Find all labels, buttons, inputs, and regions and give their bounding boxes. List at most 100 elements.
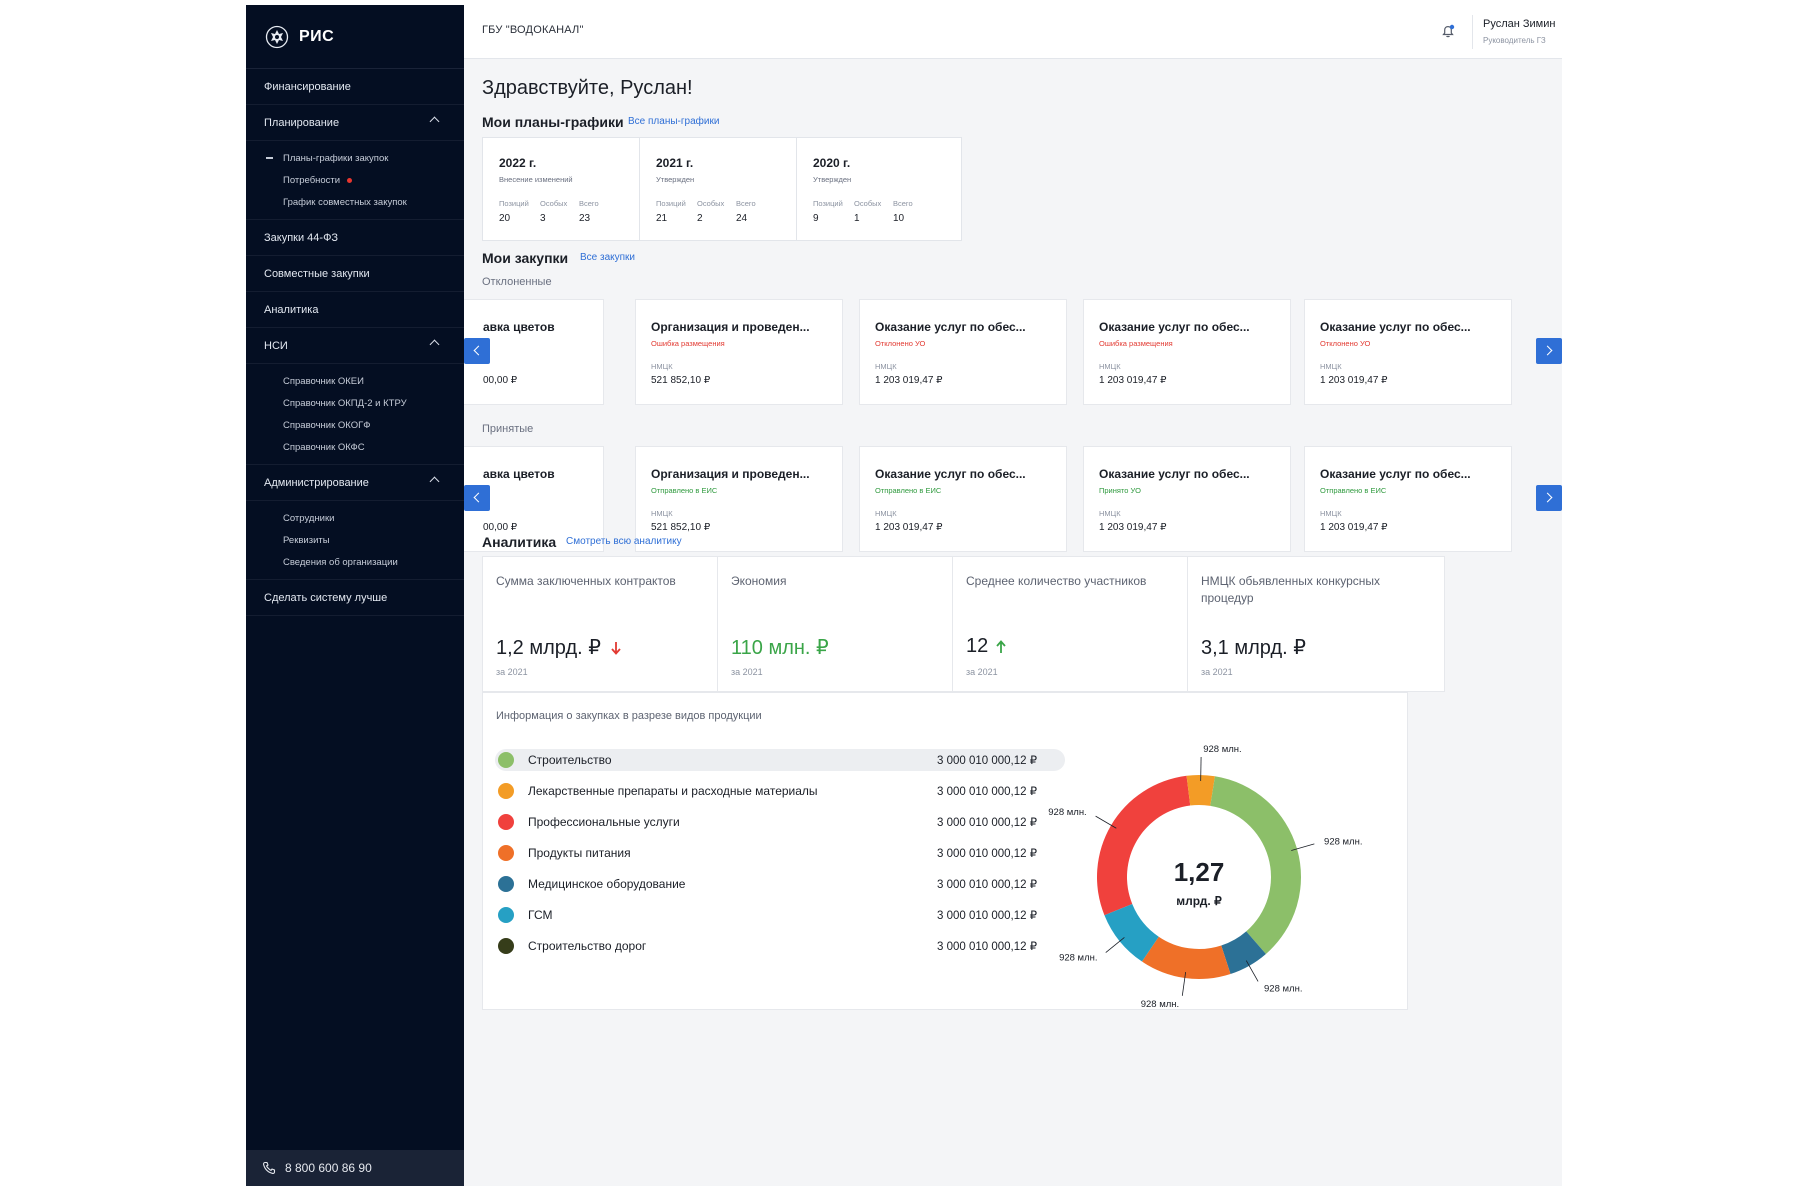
purchase-card[interactable]: Оказание услуг по обес... Ошибка размеще… xyxy=(1083,299,1291,405)
carousel-prev-button[interactable] xyxy=(464,485,490,511)
plan-year: 2020 г. xyxy=(813,156,850,170)
rejected-label: Отклоненные xyxy=(482,276,552,288)
user-name[interactable]: Руслан Зимин xyxy=(1483,18,1555,30)
plan-card[interactable]: 2022 г. Внесение изменений Позиций Особы… xyxy=(482,137,648,241)
plan-label: Особых xyxy=(540,199,567,208)
sidebar-item-nsi[interactable]: НСИ xyxy=(246,328,464,364)
plan-card[interactable]: 2021 г. Утвержден Позиций Особых Всего 2… xyxy=(639,137,805,241)
plan-label: Особых xyxy=(854,199,881,208)
sidebar-item-planning[interactable]: Планирование xyxy=(246,105,464,141)
sidebar-subitem-okei[interactable]: Справочник ОКЕИ xyxy=(246,370,464,392)
sidebar-item-joint-purchases[interactable]: Совместные закупки xyxy=(246,256,464,292)
analytics-period: за 2021 xyxy=(966,667,998,677)
legend-item[interactable]: Строительство дорог 3 000 010 000,12 ₽ xyxy=(495,935,1065,957)
top-header: ГБУ "ВОДОКАНАЛ" Руслан Зимин Руководител… xyxy=(464,5,1562,59)
analytics-card[interactable]: НМЦК обьявленных конкурсных процедур 3,1… xyxy=(1187,556,1445,692)
analytics-value: 1,2 млрд. ₽ xyxy=(496,635,623,660)
analytics-card[interactable]: Среднее количество участников 12 за 2021 xyxy=(952,556,1210,692)
purchase-title: Организация и проведен... xyxy=(651,467,810,481)
legend-label: Профессиональные услуги xyxy=(528,815,680,829)
plan-card[interactable]: 2020 г. Утвержден Позиций Особых Всего 9… xyxy=(796,137,962,241)
sidebar-item-improve[interactable]: Сделать систему лучше xyxy=(246,580,464,616)
purchase-card[interactable]: Оказание услуг по обес... Отклонено УО Н… xyxy=(1304,299,1512,405)
purchase-card[interactable]: Организация и проведен... Ошибка размеще… xyxy=(635,299,843,405)
purchase-card[interactable]: Оказание услуг по обес... Отправлено в Е… xyxy=(859,446,1067,552)
plan-value: 24 xyxy=(736,213,747,224)
panel-title: Информация о закупках в разрезе видов пр… xyxy=(496,710,762,722)
sidebar-subitem-org-info[interactable]: Сведения об организации xyxy=(246,551,464,573)
purchase-card[interactable]: Оказание услуг по обес... Принято УО НМЦ… xyxy=(1083,446,1291,552)
sidebar-item-purchases-44[interactable]: Закупки 44-ФЗ xyxy=(246,220,464,256)
purchase-amount: 1 203 019,47 ₽ xyxy=(875,375,943,386)
callout-label: 928 млн. xyxy=(1059,953,1097,964)
analytics-card[interactable]: Экономия 110 млн. ₽ за 2021 xyxy=(717,556,975,692)
purchase-title: Организация и проведен... xyxy=(651,320,810,334)
support-phone[interactable]: 8 800 600 86 90 xyxy=(246,1150,464,1186)
analytics-label: НМЦК обьявленных конкурсных процедур xyxy=(1201,573,1431,607)
plan-label: Позиций xyxy=(499,199,529,208)
carousel-next-button[interactable] xyxy=(1536,485,1562,511)
arrow-up-icon xyxy=(994,639,1008,655)
plan-label: Всего xyxy=(893,199,913,208)
all-analytics-link[interactable]: Смотреть всю аналитику xyxy=(566,536,682,547)
legend-item[interactable]: Лекарственные препараты и расходные мате… xyxy=(495,780,1065,802)
purchase-card[interactable]: Оказание услуг по обес... Отклонено УО Н… xyxy=(859,299,1067,405)
purchase-title: Оказание услуг по обес... xyxy=(1099,320,1250,334)
carousel-prev-button[interactable] xyxy=(464,338,490,364)
plan-value: 3 xyxy=(540,213,546,224)
admin-submenu: Сотрудники Реквизиты Сведения об организ… xyxy=(246,501,464,580)
legend-item[interactable]: Медицинское оборудование 3 000 010 000,1… xyxy=(495,873,1065,895)
purchase-status: Ошибка размещения xyxy=(1099,339,1173,348)
nmck-label: НМЦК xyxy=(651,362,673,371)
all-purchases-link[interactable]: Все закупки xyxy=(580,252,635,263)
sidebar-subitem-needs[interactable]: Потребности xyxy=(246,169,464,191)
sidebar-item-label: Администрирование xyxy=(264,477,369,489)
callout-line xyxy=(1106,937,1125,952)
nmck-label: НМЦК xyxy=(1320,362,1342,371)
purchase-title: Оказание услуг по обес... xyxy=(1320,467,1471,481)
purchase-card[interactable]: Оказание услуг по обес... Отправлено в Е… xyxy=(1304,446,1512,552)
nmck-label: НМЦК xyxy=(651,509,673,518)
nsi-submenu: Справочник ОКЕИ Справочник ОКПД-2 и КТРУ… xyxy=(246,364,464,465)
sidebar-subitem-plans[interactable]: Планы-графики закупок xyxy=(246,147,464,169)
purchase-title: авка цветов xyxy=(483,320,555,334)
sidebar-item-admin[interactable]: Администрирование xyxy=(246,465,464,501)
bell-icon[interactable] xyxy=(1440,23,1456,39)
logo[interactable]: РИС xyxy=(246,5,464,69)
purchase-amount: 1 203 019,47 ₽ xyxy=(1320,375,1388,386)
legend-item[interactable]: Профессиональные услуги 3 000 010 000,12… xyxy=(495,811,1065,833)
legend-item[interactable]: ГСМ 3 000 010 000,12 ₽ xyxy=(495,904,1065,926)
purchase-status: Отправлено в ЕИС xyxy=(875,486,941,495)
legend-item[interactable]: Строительство 3 000 010 000,12 ₽ xyxy=(495,749,1065,771)
plan-value: 2 xyxy=(697,213,703,224)
purchase-status: Ошибка размещения xyxy=(651,339,725,348)
sidebar-subitem-okpd[interactable]: Справочник ОКПД-2 и КТРУ xyxy=(246,392,464,414)
planning-submenu: Планы-графики закупок Потребности График… xyxy=(246,141,464,220)
analytics-label: Экономия xyxy=(731,573,961,590)
donut-slice[interactable] xyxy=(1142,937,1231,979)
purchase-title: Оказание услуг по обес... xyxy=(1099,467,1250,481)
sidebar-subitem-joint-schedule[interactable]: График совместных закупок xyxy=(246,191,464,213)
sidebar-subitem-okogf[interactable]: Справочник ОКОГФ xyxy=(246,414,464,436)
sidebar-subitem-requisites[interactable]: Реквизиты xyxy=(246,529,464,551)
callout-label: 928 млн. xyxy=(1264,983,1302,994)
plan-label: Позиций xyxy=(813,199,843,208)
plan-label: Всего xyxy=(736,199,756,208)
sidebar-subitem-employees[interactable]: Сотрудники xyxy=(246,507,464,529)
carousel-next-button[interactable] xyxy=(1536,338,1562,364)
legend-label: Медицинское оборудование xyxy=(528,877,685,891)
plan-label: Позиций xyxy=(656,199,686,208)
legend-item[interactable]: Продукты питания 3 000 010 000,12 ₽ xyxy=(495,842,1065,864)
sidebar-item-analytics[interactable]: Аналитика xyxy=(246,292,464,328)
analytics-value: 12 xyxy=(966,635,1008,658)
sidebar-subitem-okfs[interactable]: Справочник ОКФС xyxy=(246,436,464,458)
purchase-title: Оказание услуг по обес... xyxy=(875,320,1026,334)
legend-label: Лекарственные препараты и расходные мате… xyxy=(528,784,818,798)
sidebar-item-financing[interactable]: Финансирование xyxy=(246,69,464,105)
all-plans-link[interactable]: Все планы-графики xyxy=(628,116,719,127)
plan-value: 10 xyxy=(893,213,904,224)
legend-label: Строительство дорог xyxy=(528,939,646,953)
plan-label: Всего xyxy=(579,199,599,208)
analytics-card[interactable]: Сумма заключенных контрактов 1,2 млрд. ₽… xyxy=(482,556,740,692)
rejected-carousel: авка цветов 00,00 ₽ Организация и провед… xyxy=(464,299,1562,407)
